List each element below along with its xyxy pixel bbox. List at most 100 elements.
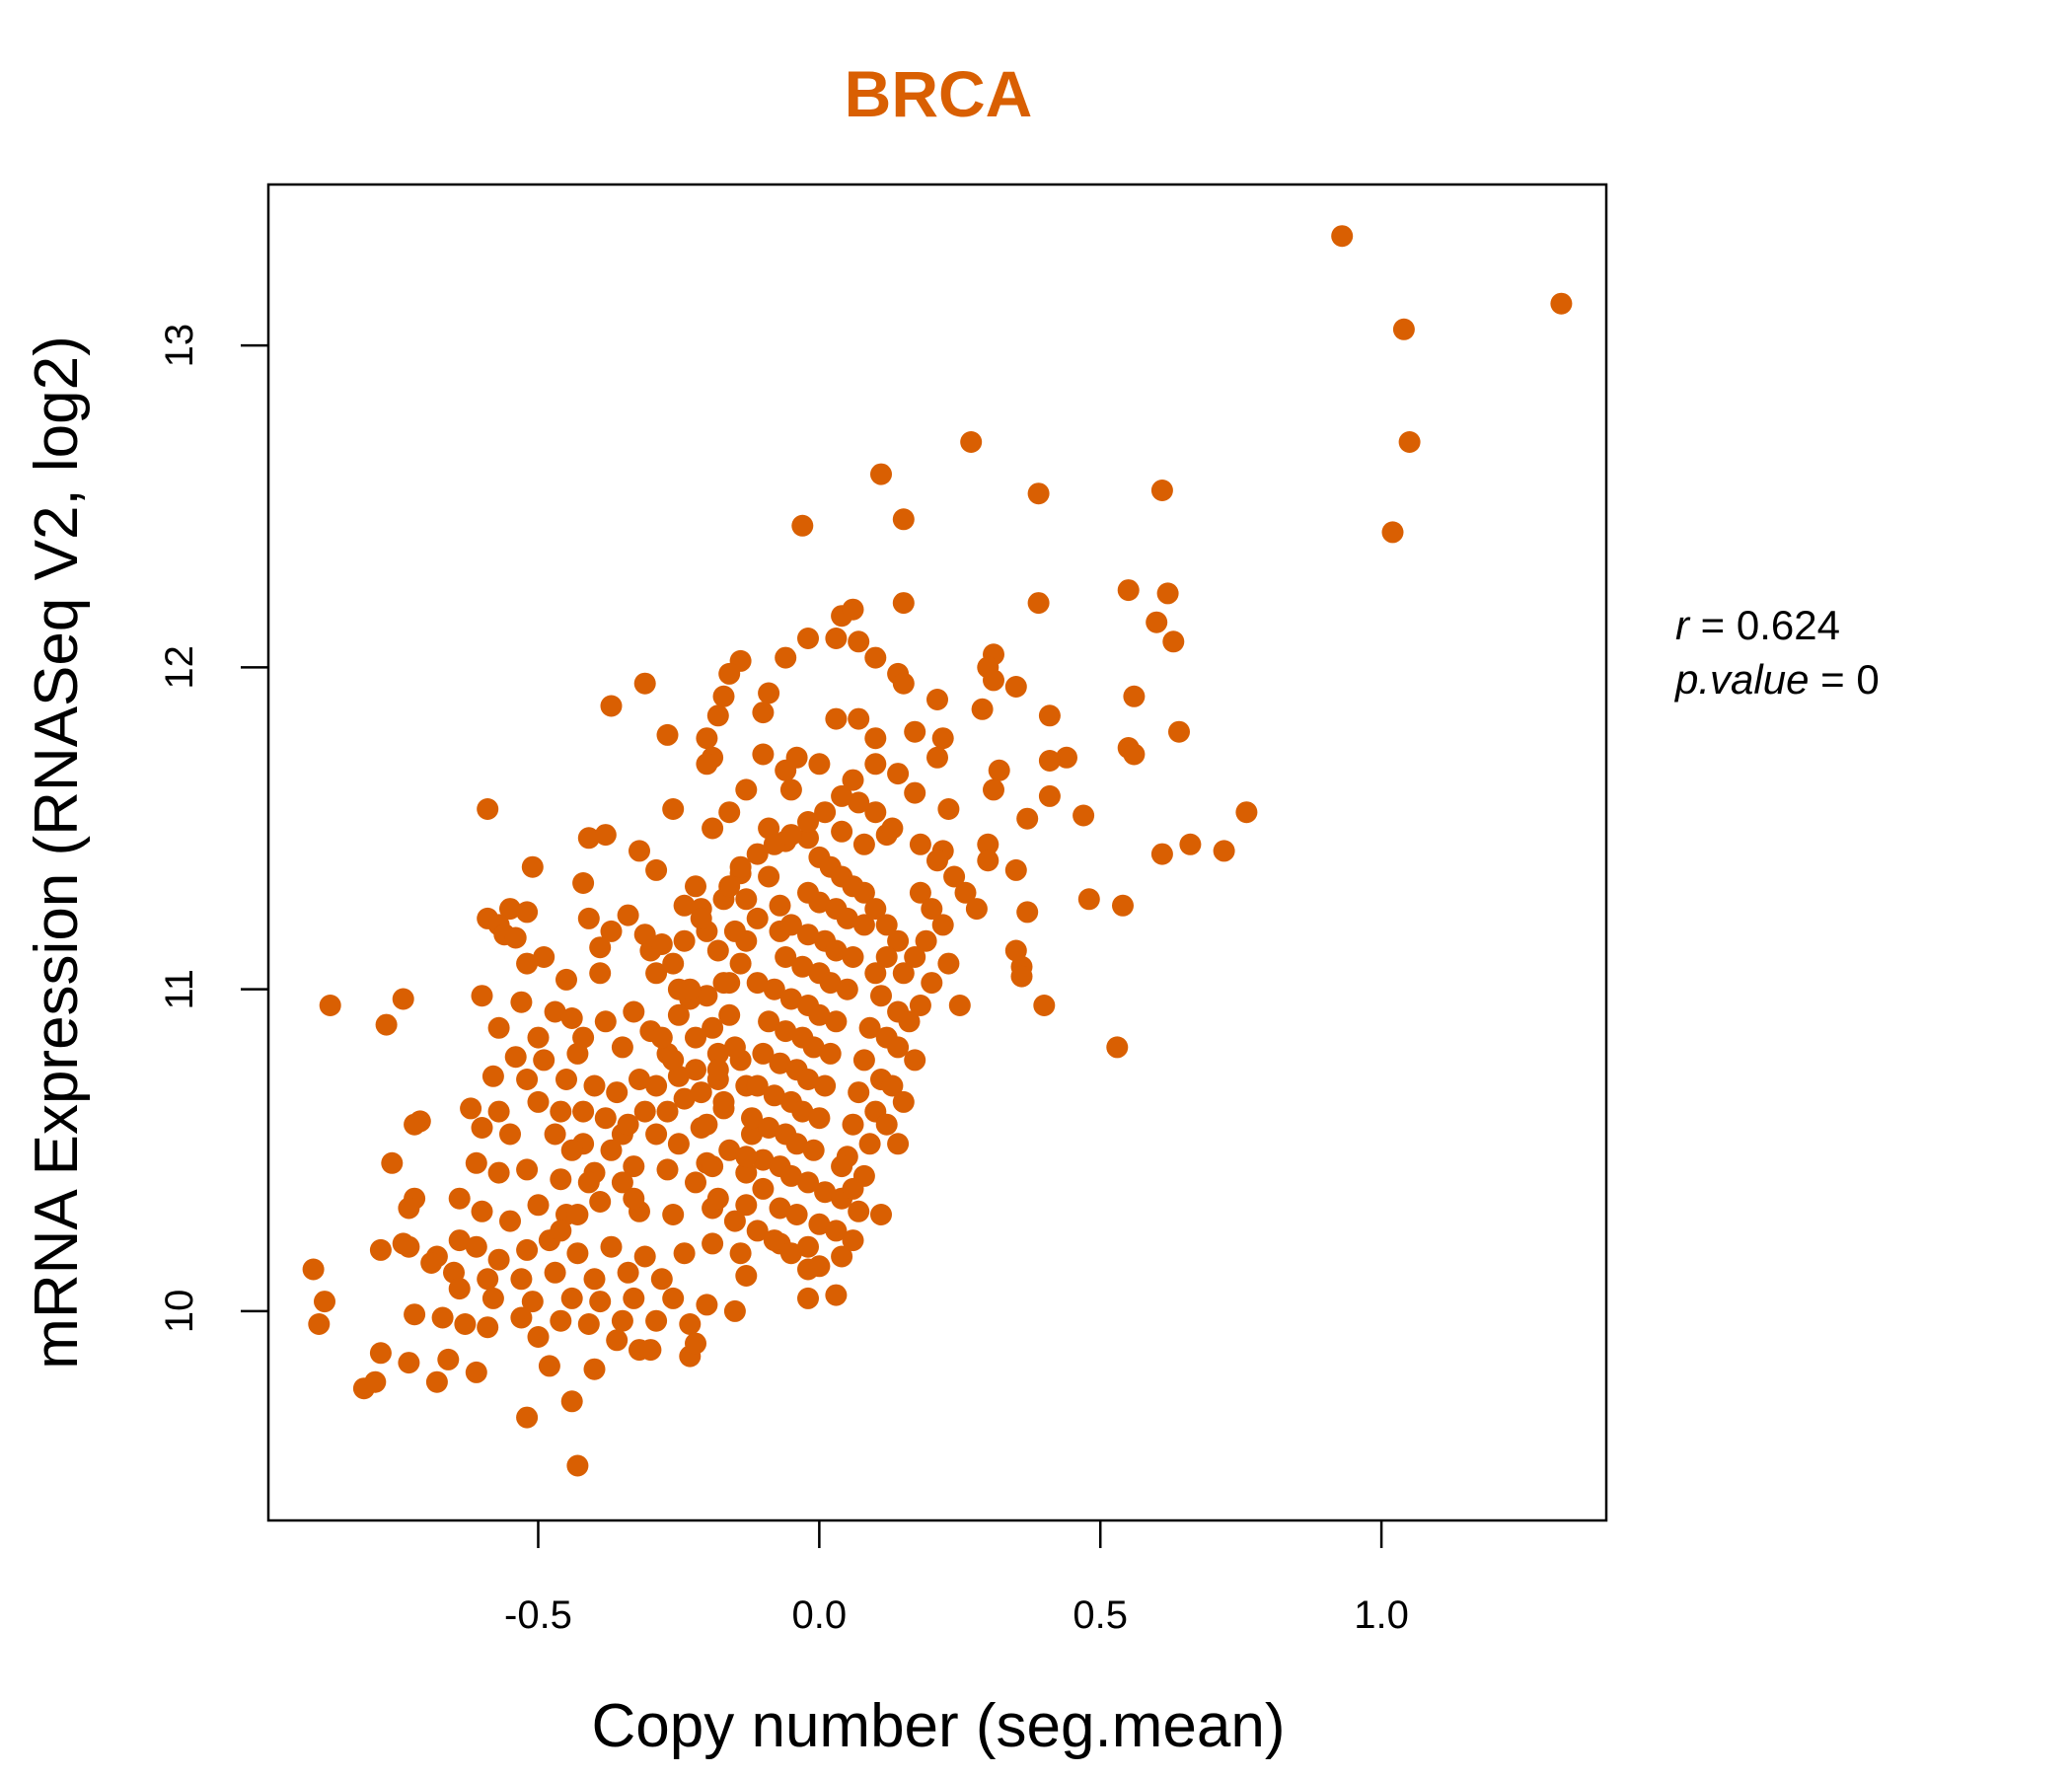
data-point (1235, 801, 1258, 824)
data-point (398, 1352, 420, 1374)
data-point (1027, 482, 1050, 505)
data-point (718, 875, 741, 898)
data-point (645, 1123, 668, 1146)
data-point (696, 985, 718, 1007)
data-point (566, 1454, 589, 1477)
data-point (471, 1200, 493, 1222)
data-points (302, 225, 1573, 1477)
data-point (948, 995, 971, 1016)
data-point (594, 824, 617, 847)
data-point (706, 704, 729, 727)
data-point (842, 598, 864, 621)
data-point (706, 1059, 729, 1081)
data-point (650, 933, 673, 955)
data-point (848, 707, 870, 730)
data-point (662, 1204, 685, 1225)
data-point (852, 881, 875, 904)
data-point (572, 872, 595, 894)
data-point (696, 727, 718, 750)
data-point (926, 746, 948, 769)
data-point (696, 753, 718, 776)
data-point (544, 1261, 566, 1284)
data-point (763, 833, 785, 855)
data-point (617, 1261, 639, 1284)
data-point (746, 972, 769, 995)
data-point (814, 1074, 837, 1097)
data-point (550, 1220, 572, 1242)
data-point (521, 855, 544, 878)
data-point (1146, 611, 1168, 633)
data-point (1004, 858, 1027, 881)
data-point (797, 811, 819, 833)
data-point (662, 798, 685, 820)
data-point (943, 865, 966, 888)
data-point (611, 1036, 633, 1059)
data-point (718, 1139, 741, 1161)
data-point (510, 1306, 533, 1329)
data-point (448, 1278, 471, 1300)
data-point (667, 1003, 690, 1026)
data-point (971, 698, 994, 720)
data-point (729, 1242, 752, 1265)
data-point (775, 1020, 797, 1043)
data-point (752, 1148, 775, 1171)
data-point (723, 920, 746, 942)
data-point (931, 727, 954, 750)
data-point (763, 978, 785, 1000)
data-point (404, 1303, 426, 1326)
data-point (808, 1213, 831, 1235)
data-point (477, 1316, 499, 1339)
data-point (521, 1291, 544, 1313)
data-point (308, 1313, 331, 1335)
data-point (1123, 743, 1146, 766)
data-point (797, 827, 819, 850)
data-point (825, 1220, 848, 1242)
data-point (779, 778, 802, 801)
data-point (314, 1291, 335, 1313)
data-point (589, 1191, 612, 1213)
data-point (729, 855, 752, 878)
data-point (825, 628, 848, 649)
r-stat-label: r (1675, 602, 1691, 648)
data-point (775, 646, 797, 669)
data-point (904, 781, 926, 804)
data-point (852, 914, 875, 936)
data-point (487, 1100, 510, 1123)
data-point (797, 924, 819, 946)
data-point (589, 962, 612, 985)
y-tick-label: 12 (158, 645, 201, 690)
data-point (881, 817, 904, 840)
data-point (808, 1107, 831, 1130)
r-stat-value: 0.624 (1737, 602, 1840, 648)
data-point (870, 985, 892, 1007)
data-point (1150, 843, 1173, 865)
data-point (1179, 833, 1202, 855)
y-tick-label: 13 (158, 324, 201, 368)
data-point (685, 1332, 706, 1355)
data-point (550, 1168, 572, 1191)
data-point (420, 1252, 443, 1274)
data-point (887, 929, 910, 952)
data-point (904, 946, 926, 968)
data-point (937, 798, 960, 820)
data-point (544, 1123, 566, 1146)
data-point (577, 907, 600, 929)
data-point (629, 840, 650, 862)
data-point (477, 1268, 499, 1291)
data-point (842, 946, 864, 968)
data-point (465, 1235, 487, 1258)
data-point (864, 727, 887, 750)
data-point (639, 1339, 662, 1362)
data-point (685, 1171, 706, 1194)
p-stat-value: 0 (1856, 656, 1879, 703)
data-point (763, 1084, 785, 1107)
data-point (673, 1242, 696, 1265)
data-point (633, 1245, 656, 1268)
data-point (758, 1010, 780, 1033)
data-point (779, 988, 802, 1010)
data-point (852, 833, 875, 855)
data-point (611, 1309, 633, 1332)
data-point (566, 1242, 589, 1265)
data-point (600, 1235, 623, 1258)
data-point (797, 1287, 819, 1309)
